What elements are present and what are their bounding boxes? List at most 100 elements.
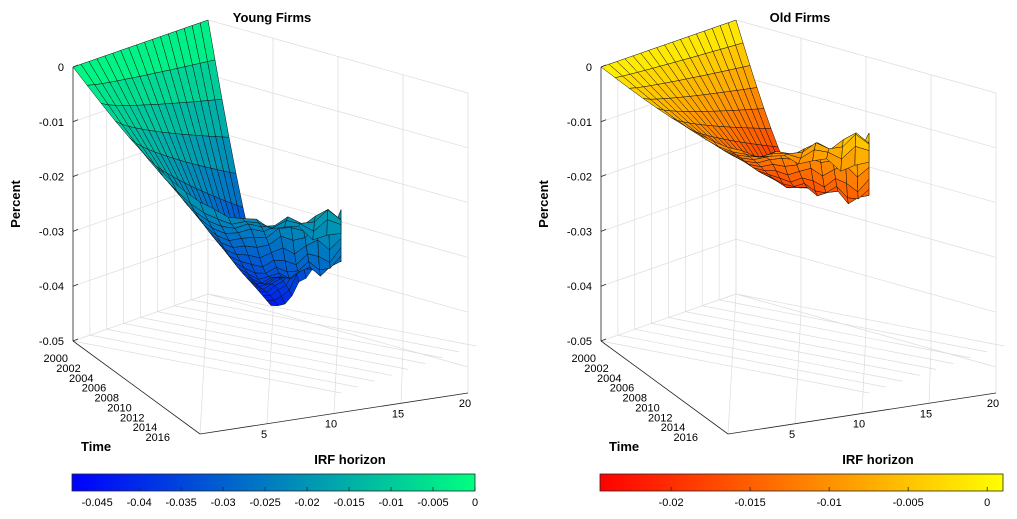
grid-line — [266, 312, 274, 424]
z-tick-mark — [72, 229, 79, 232]
grid-line — [140, 317, 409, 370]
surface-mesh — [600, 19, 870, 205]
horizon-axis-line — [199, 392, 469, 435]
grid-line — [157, 311, 426, 364]
grid-line — [719, 299, 988, 353]
horizon-axis-line — [727, 392, 997, 435]
colorbar-tick-label: -0.005 — [893, 497, 924, 509]
grid-line — [333, 330, 339, 414]
colorbar-tick-label: -0.04 — [127, 497, 152, 509]
z-axis-label: Percent — [536, 179, 551, 227]
colorbar — [599, 473, 1004, 492]
z-tick-label: -0.05 — [567, 336, 592, 348]
z-tick-label: -0.04 — [39, 281, 64, 293]
time-tick-label: 2002 — [56, 363, 80, 375]
z-tick-label: 0 — [586, 62, 592, 74]
z-tick-label: -0.01 — [39, 117, 64, 129]
time-tick-label: 2000 — [572, 353, 596, 365]
time-axis-line — [72, 340, 201, 435]
time-tick-label: 2008 — [623, 393, 647, 405]
colorbar-tick-label: 0 — [472, 497, 478, 509]
axis-lines — [600, 67, 997, 435]
grid-line — [191, 299, 460, 353]
z-tick-mark — [72, 174, 79, 177]
colorbar-tick-label: -0.01 — [379, 497, 404, 509]
colorbar-tick-label: -0.005 — [417, 497, 448, 509]
surface-facet — [326, 219, 342, 236]
surface-mesh — [72, 19, 342, 306]
horizon-tick-label: 5 — [261, 429, 267, 441]
time-tick-label: 2008 — [95, 393, 119, 405]
time-tick-label: 2014 — [661, 422, 685, 434]
time-tick-label: 2016 — [146, 432, 170, 444]
colorbar — [71, 473, 476, 492]
time-tick-label: 2006 — [82, 383, 106, 395]
grid-line — [861, 330, 867, 414]
time-tick-label: 2010 — [635, 402, 659, 414]
z-tick-mark — [600, 338, 607, 342]
horizon-axis-label: IRF horizon — [314, 452, 386, 467]
surface-facet — [854, 146, 870, 166]
time-tick-label: 2012 — [648, 412, 672, 424]
grid-line — [72, 340, 342, 394]
grid-line — [928, 348, 932, 404]
grid-line — [651, 323, 920, 376]
grid-line — [400, 348, 404, 404]
z-axis-label: Percent — [8, 179, 23, 227]
grid-line — [685, 311, 954, 364]
horizon-tick-label: 20 — [987, 398, 999, 410]
time-axis-line — [600, 340, 729, 435]
grid-line — [174, 305, 443, 359]
grid-line — [600, 340, 870, 394]
colorbar-tick-label: -0.045 — [82, 497, 113, 509]
time-tick-label: 2014 — [133, 422, 157, 434]
z-tick-mark — [600, 64, 607, 68]
z-tick-mark — [600, 119, 607, 123]
z-tick-mark — [72, 283, 79, 287]
grid-line — [794, 312, 802, 424]
time-axis-label: Time — [609, 439, 639, 454]
grid-line — [634, 328, 903, 382]
grid-line — [702, 305, 971, 359]
horizon-tick-label: 10 — [325, 419, 337, 431]
colorbar-tick-label: 0 — [984, 497, 990, 509]
z-tick-label: -0.01 — [567, 117, 592, 129]
time-tick-label: 2010 — [107, 402, 131, 414]
grid-line — [106, 328, 375, 382]
axis-lines — [72, 67, 469, 435]
colorbar-tick-label: -0.02 — [295, 497, 320, 509]
horizon-tick-label: 10 — [853, 419, 865, 431]
time-tick-label: 2006 — [610, 383, 634, 395]
z-tick-mark — [600, 283, 607, 287]
z-tick-label: -0.04 — [567, 281, 592, 293]
time-tick-label: 2004 — [69, 373, 93, 385]
colorbar-tick-label: -0.035 — [166, 497, 197, 509]
z-tick-label: -0.03 — [567, 226, 592, 238]
z-tick-label: -0.02 — [39, 172, 64, 184]
z-tick-label: -0.03 — [39, 226, 64, 238]
chart-title: Young Firms — [233, 10, 311, 25]
time-tick-label: 2016 — [674, 432, 698, 444]
grid-line — [199, 293, 209, 435]
horizon-tick-label: 20 — [459, 398, 471, 410]
grid-line — [89, 334, 358, 388]
grid-line — [735, 293, 1005, 347]
colorbar-tick-label: -0.015 — [735, 497, 766, 509]
colorbar-tick-label: -0.015 — [333, 497, 364, 509]
grid-line — [123, 323, 392, 376]
time-tick-label: 2000 — [44, 353, 68, 365]
chart-title: Old Firms — [770, 10, 831, 25]
time-tick-label: 2002 — [584, 363, 608, 375]
z-tick-label: -0.05 — [39, 336, 64, 348]
z-tick-label: 0 — [58, 62, 64, 74]
time-tick-label: 2004 — [597, 373, 621, 385]
colorbar-tick-label: -0.01 — [817, 497, 842, 509]
z-tick-mark — [600, 229, 607, 232]
z-tick-label: -0.02 — [567, 172, 592, 184]
grid-line — [207, 293, 477, 347]
z-tick-mark — [72, 119, 79, 123]
horizon-tick-label: 15 — [920, 408, 932, 420]
horizon-axis-label: IRF horizon — [842, 452, 914, 467]
grid-line — [727, 293, 737, 435]
